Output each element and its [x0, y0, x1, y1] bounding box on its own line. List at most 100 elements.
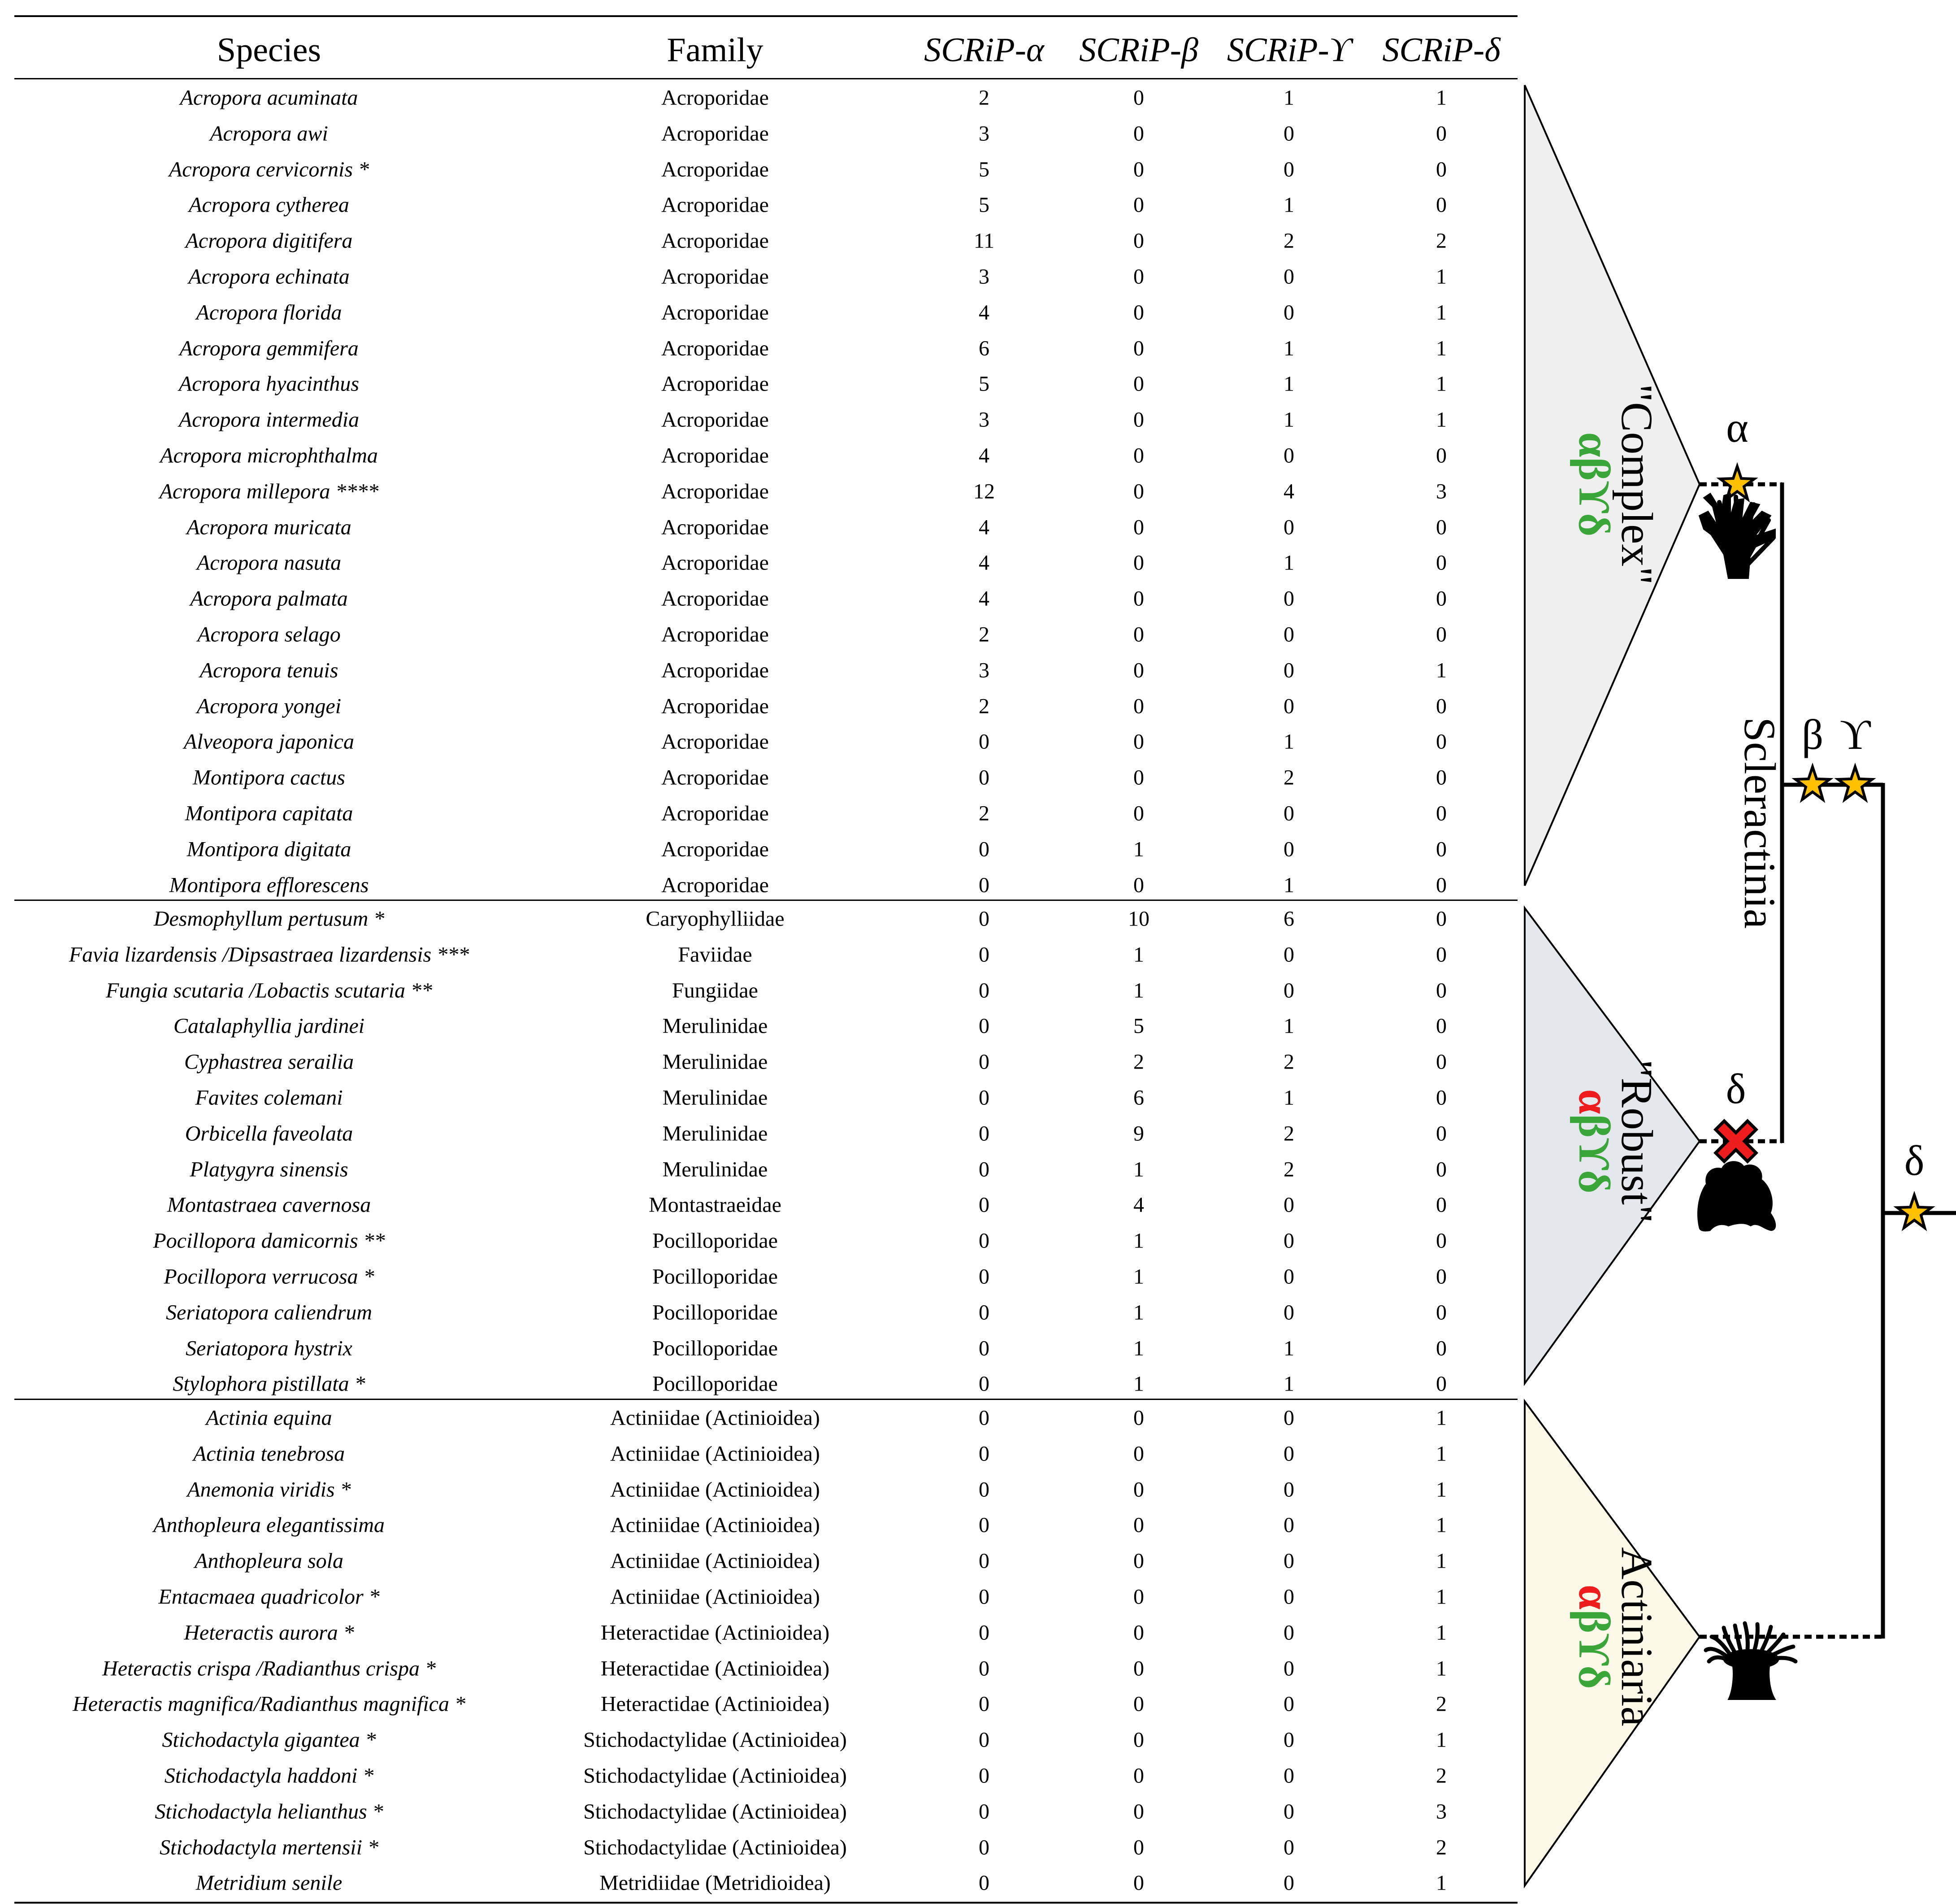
cell-scrip-gamma: 1 — [1284, 86, 1294, 110]
cell-scrip-gamma: 1 — [1284, 336, 1294, 361]
cell-scrip-gamma: 0 — [1284, 515, 1294, 539]
cell-scrip-delta: 1 — [1436, 1585, 1447, 1609]
cell-scrip-delta: 0 — [1436, 978, 1447, 1002]
cell-family: Pocilloporidae — [652, 1265, 778, 1289]
cell-scrip-alpha: 2 — [979, 86, 989, 110]
cell-species: Acropora awi — [210, 122, 328, 146]
cell-scrip-beta: 2 — [1133, 1050, 1144, 1074]
cell-family: Acroporidae — [661, 122, 769, 146]
cell-scrip-beta: 0 — [1133, 765, 1144, 790]
robust-clade-label: "Robust" αβϒδ — [1570, 1059, 1662, 1223]
cell-scrip-gamma: 0 — [1284, 1871, 1294, 1895]
cell-scrip-delta: 2 — [1436, 1835, 1447, 1859]
cell-scrip-gamma: 0 — [1284, 1585, 1294, 1609]
cell-scrip-delta: 2 — [1436, 1692, 1447, 1716]
cell-scrip-delta: 0 — [1436, 1336, 1447, 1360]
cell-scrip-alpha: 0 — [979, 1478, 989, 1501]
cell-scrip-beta: 1 — [1133, 1157, 1144, 1181]
cell-scrip-delta: 1 — [1436, 1549, 1447, 1573]
cell-scrip-gamma: 1 — [1284, 193, 1294, 217]
cell-scrip-delta: 0 — [1436, 1157, 1447, 1181]
cell-scrip-delta: 0 — [1436, 943, 1447, 967]
cell-species: Acropora millepora **** — [159, 479, 379, 504]
cell-scrip-delta: 2 — [1436, 229, 1447, 253]
cell-scrip-alpha: 0 — [979, 943, 989, 967]
actiniaria-gene-set: αβϒδ — [1570, 1585, 1619, 1689]
cell-family: Acroporidae — [661, 372, 769, 396]
cell-family: Acroporidae — [661, 587, 769, 611]
cell-scrip-alpha: 5 — [979, 193, 989, 217]
cell-family: Stichodactylidae (Actinioidea) — [583, 1835, 847, 1859]
cell-species: Acropora cytherea — [189, 193, 349, 217]
cell-family: Acroporidae — [661, 479, 769, 504]
cell-family: Acroporidae — [661, 658, 769, 682]
cell-scrip-gamma: 2 — [1284, 229, 1294, 253]
cell-family: Actiniidae (Actinioidea) — [610, 1442, 820, 1466]
cell-scrip-alpha: 0 — [979, 1764, 989, 1788]
cell-species: Montastraea cavernosa — [167, 1193, 371, 1217]
cell-scrip-beta: 0 — [1133, 265, 1144, 289]
cell-scrip-beta: 0 — [1133, 587, 1144, 611]
cell-family: Pocilloporidae — [652, 1336, 778, 1360]
cell-scrip-alpha: 0 — [979, 1086, 989, 1110]
cell-species: Montipora capitata — [185, 801, 353, 826]
cell-scrip-delta: 1 — [1436, 300, 1447, 325]
cell-family: Merulinidae — [662, 1014, 768, 1038]
cell-species: Stichodactyla mertensii * — [160, 1835, 378, 1859]
cell-scrip-beta: 1 — [1133, 943, 1144, 967]
cell-scrip-delta: 0 — [1436, 1086, 1447, 1110]
cell-scrip-gamma: 1 — [1284, 873, 1294, 897]
cell-scrip-alpha: 0 — [979, 1014, 989, 1038]
cell-scrip-alpha: 0 — [979, 873, 989, 897]
cell-family: Actiniidae (Actinioidea) — [610, 1406, 820, 1430]
cell-scrip-alpha: 0 — [979, 1300, 989, 1325]
cell-family: Acroporidae — [661, 515, 769, 539]
cell-scrip-delta: 1 — [1436, 86, 1447, 110]
cell-scrip-alpha: 3 — [979, 658, 989, 682]
cell-scrip-gamma: 0 — [1284, 300, 1294, 325]
cell-family: Fungiidae — [672, 978, 758, 1002]
cell-scrip-gamma: 2 — [1284, 1050, 1294, 1074]
cell-scrip-gamma: 0 — [1284, 1265, 1294, 1289]
alpha-gain-star — [1716, 462, 1758, 503]
cell-family: Acroporidae — [661, 801, 769, 826]
cell-scrip-delta: 0 — [1436, 730, 1447, 754]
cell-species: Acropora hyacinthus — [178, 372, 360, 396]
cell-scrip-gamma: 0 — [1284, 943, 1294, 967]
cell-scrip-delta: 1 — [1436, 1406, 1447, 1430]
cell-family: Pocilloporidae — [652, 1300, 778, 1325]
cell-species: Anemonia viridis * — [187, 1478, 351, 1501]
cell-scrip-delta: 0 — [1436, 551, 1447, 575]
cell-scrip-alpha: 6 — [979, 336, 989, 361]
cell-species: Stichodactyla haddoni * — [164, 1764, 374, 1788]
cell-scrip-alpha: 3 — [979, 122, 989, 146]
header-scrip-gamma: SCRiP-ϒ — [1227, 31, 1351, 69]
cell-scrip-beta: 1 — [1133, 1372, 1144, 1396]
cell-scrip-delta: 1 — [1436, 265, 1447, 289]
actiniaria-gene-beta: β — [1570, 1610, 1619, 1634]
cell-family: Acroporidae — [661, 730, 769, 754]
cell-scrip-beta: 10 — [1128, 907, 1149, 931]
complex-gene-beta: β — [1570, 457, 1619, 481]
beta-event-label: β — [1802, 711, 1823, 758]
cell-scrip-delta: 2 — [1436, 1764, 1447, 1788]
cell-species: Acropora nasuta — [196, 551, 342, 575]
cell-scrip-beta: 5 — [1133, 1014, 1144, 1038]
cell-scrip-gamma: 1 — [1284, 1372, 1294, 1396]
cell-family: Heteractidae (Actinioidea) — [600, 1621, 830, 1645]
cell-scrip-delta: 1 — [1436, 1513, 1447, 1537]
cell-scrip-alpha: 11 — [973, 229, 995, 253]
header-scrip-alpha: SCRiP-α — [924, 31, 1044, 69]
cell-species: Heteractis magnifica/Radianthus magnific… — [73, 1692, 465, 1716]
cell-scrip-alpha: 2 — [979, 694, 989, 718]
cell-species: Montipora efflorescens — [169, 873, 369, 897]
cell-scrip-beta: 0 — [1133, 300, 1144, 325]
cell-scrip-gamma: 2 — [1284, 765, 1294, 790]
alpha-event-label: α — [1726, 404, 1748, 451]
cell-scrip-gamma: 0 — [1284, 1835, 1294, 1859]
cell-species: Actinia equina — [206, 1406, 332, 1430]
cell-scrip-alpha: 2 — [979, 622, 989, 647]
cell-scrip-beta: 0 — [1133, 801, 1144, 826]
cell-scrip-delta: 1 — [1436, 1621, 1447, 1645]
cell-scrip-beta: 0 — [1133, 1835, 1144, 1859]
